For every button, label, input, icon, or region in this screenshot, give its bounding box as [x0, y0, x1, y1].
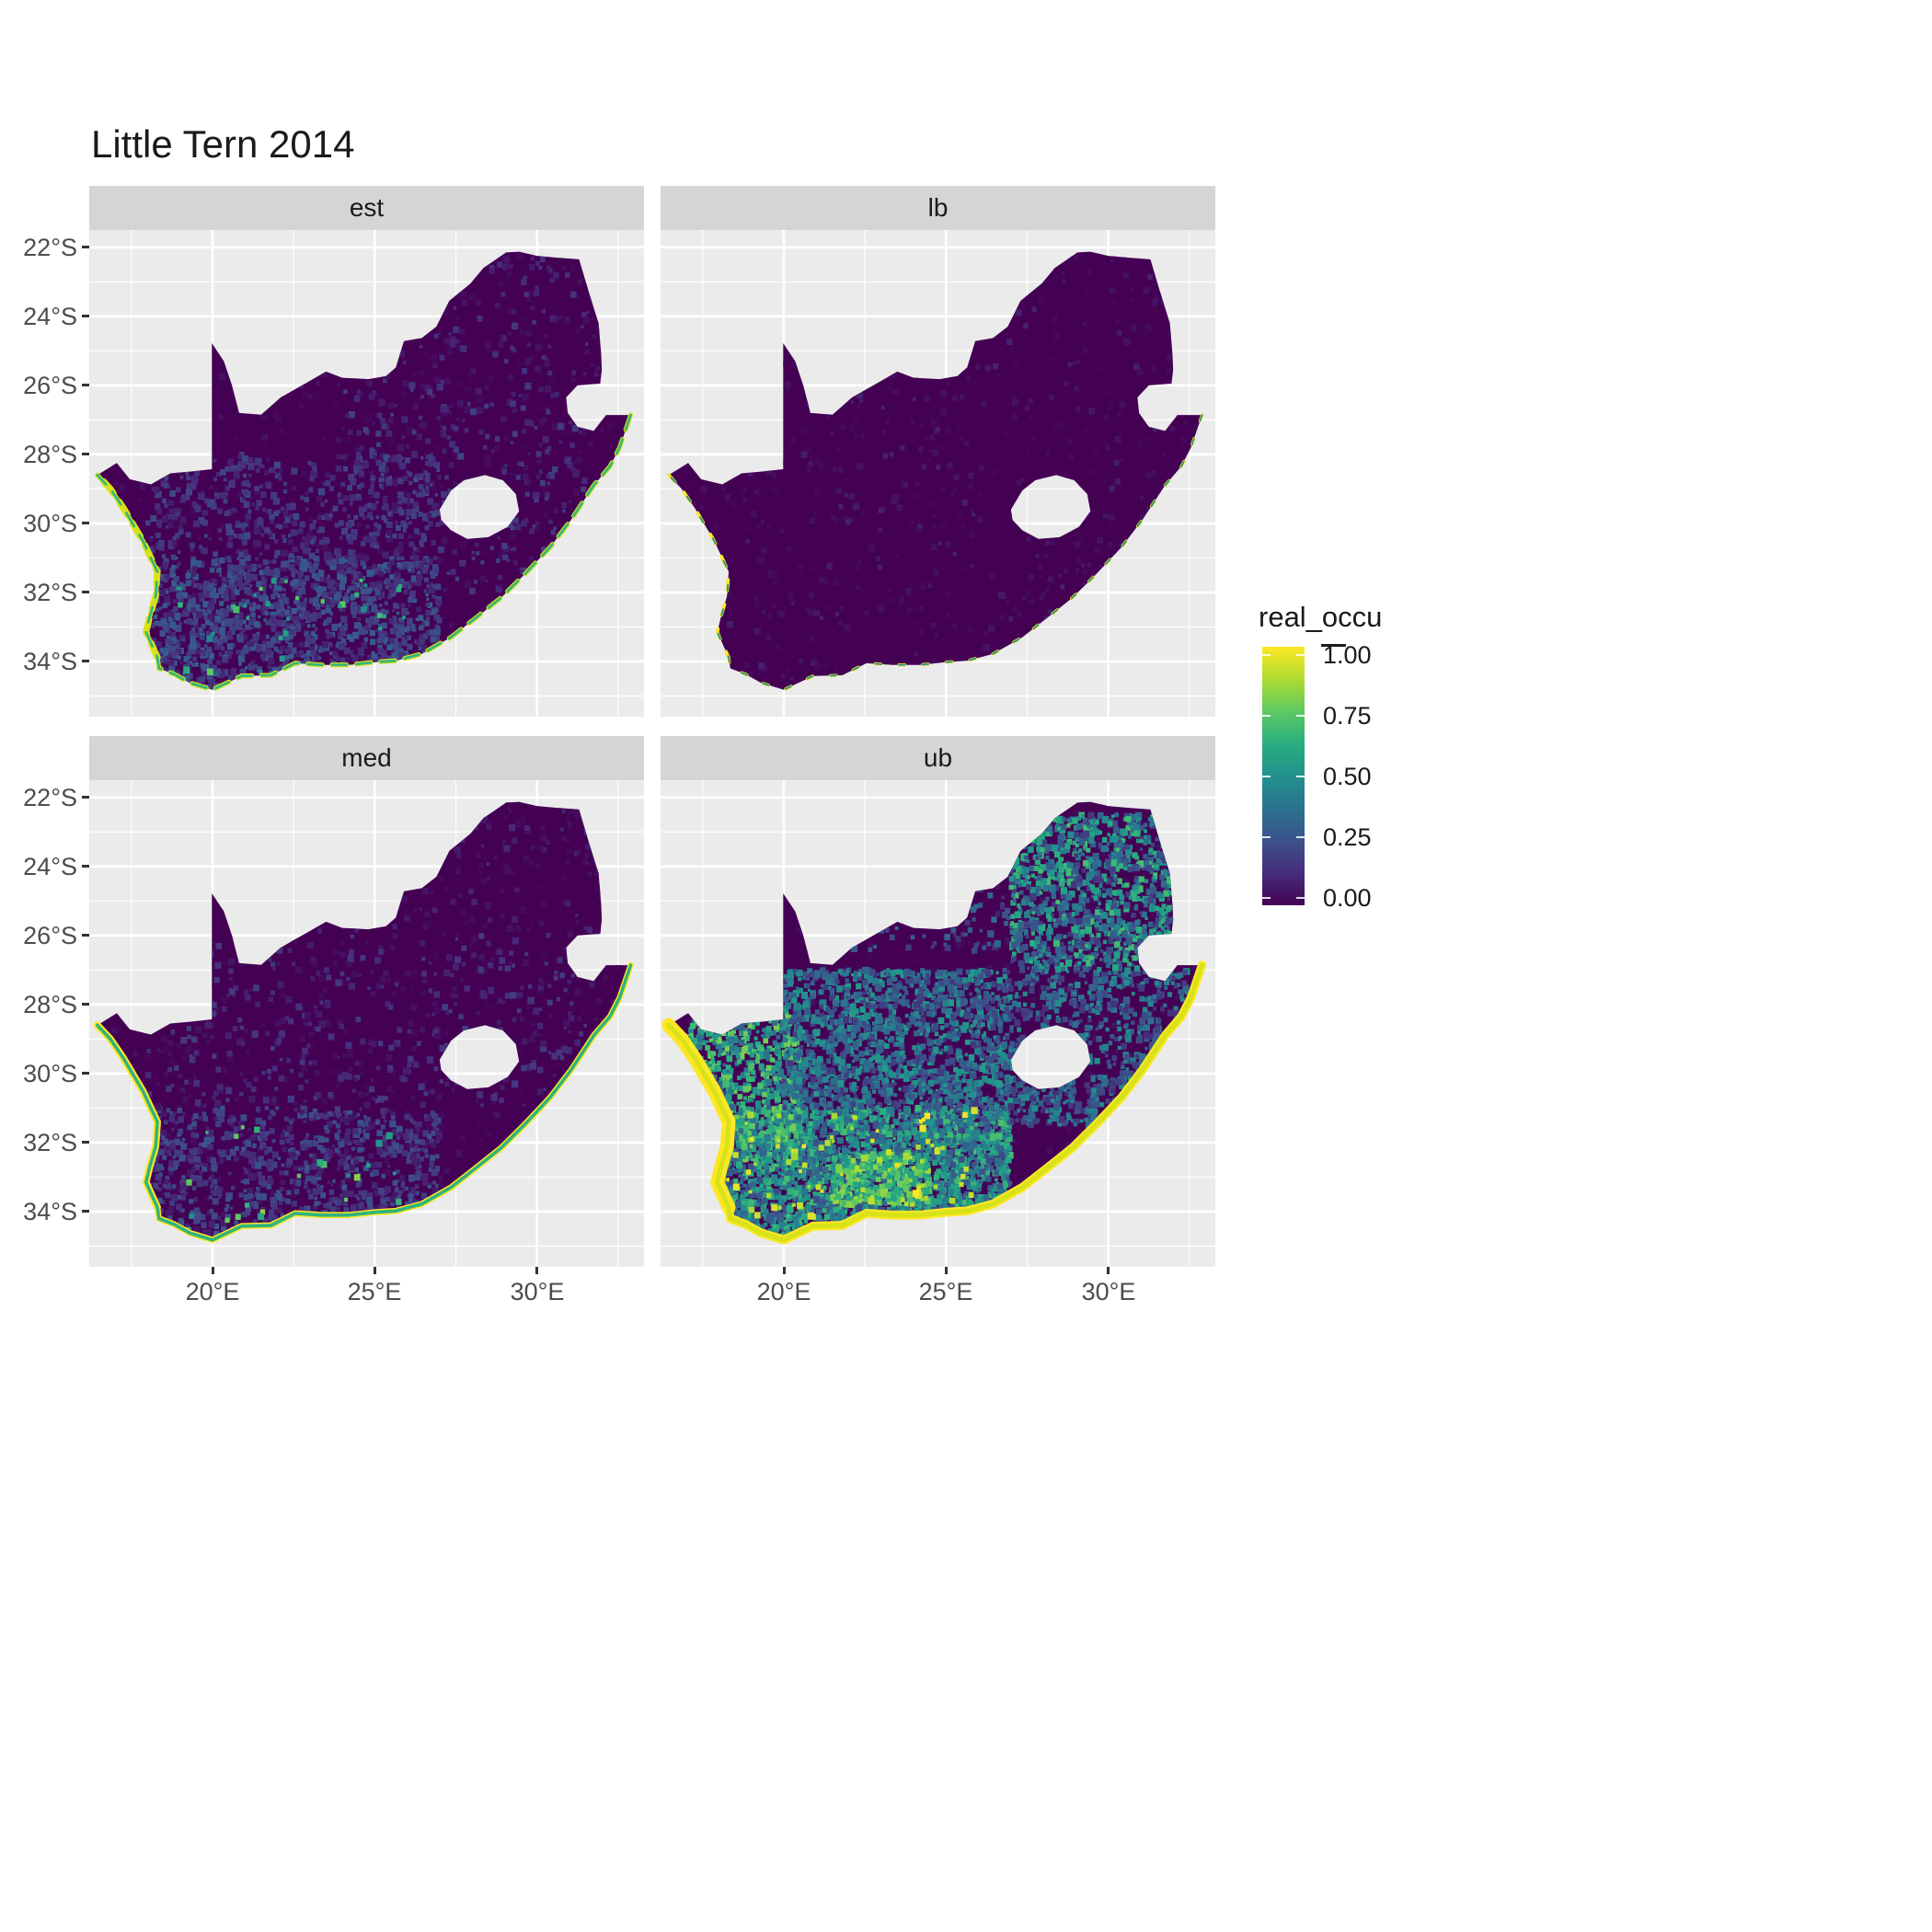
x-axis-tick-label: 30°E — [510, 1278, 565, 1305]
legend-title: real_occu — [1259, 601, 1383, 633]
x-axis-tick-mark — [783, 1267, 786, 1274]
legend-tick-mark — [1296, 715, 1305, 717]
y-axis-tick-mark — [82, 246, 89, 248]
legend-tick-label: 1.00 — [1323, 641, 1372, 669]
facet-label-lb: lb — [927, 193, 949, 222]
y-axis-tick-label: 28°S — [23, 441, 77, 468]
y-axis-tick-label: 22°S — [23, 234, 77, 261]
legend-tick-mark — [1262, 897, 1271, 899]
y-axis-tick-label: 32°S — [23, 579, 77, 606]
facet-label-med: med — [341, 743, 392, 772]
legend-tick-mark — [1262, 654, 1271, 656]
legend-tick-mark — [1262, 715, 1271, 717]
x-axis-tick-mark — [374, 1267, 376, 1274]
y-axis-tick-label: 30°S — [23, 510, 77, 537]
legend-tick-mark — [1296, 897, 1305, 899]
legend-tick-mark — [1296, 776, 1305, 777]
map-panel-lb — [661, 230, 1215, 717]
y-axis-tick-label: 26°S — [23, 922, 77, 949]
y-axis-tick-label: 28°S — [23, 991, 77, 1018]
y-axis-tick-mark — [82, 660, 89, 662]
legend-tick-label: 0.75 — [1323, 702, 1372, 730]
y-axis-tick-mark — [82, 591, 89, 593]
x-axis-tick-mark — [945, 1267, 948, 1274]
x-axis-tick-label: 25°E — [918, 1278, 973, 1305]
legend-tick-mark — [1296, 654, 1305, 656]
facet-strip-ub: ub — [661, 736, 1215, 780]
x-axis-tick-label: 20°E — [185, 1278, 240, 1305]
y-axis-tick-label: 32°S — [23, 1129, 77, 1156]
y-axis-tick-mark — [82, 865, 89, 868]
y-axis-tick-mark — [82, 522, 89, 524]
y-axis-tick-label: 24°S — [23, 303, 77, 330]
facet-strip-lb: lb — [661, 186, 1215, 230]
y-axis-tick-mark — [82, 453, 89, 455]
x-axis-tick-label: 20°E — [756, 1278, 811, 1305]
y-axis-tick-label: 26°S — [23, 372, 77, 399]
x-axis-tick-mark — [535, 1267, 538, 1274]
legend-tick-mark — [1262, 836, 1271, 838]
x-axis-tick-label: 25°E — [347, 1278, 402, 1305]
y-axis-tick-mark — [82, 796, 89, 799]
y-axis-tick-label: 34°S — [23, 648, 77, 675]
legend-tick-label: 0.50 — [1323, 763, 1372, 790]
map-panel-est — [89, 230, 644, 717]
facet-label-est: est — [349, 193, 385, 222]
chart-title: Little Tern 2014 — [91, 122, 355, 166]
y-axis-tick-label: 34°S — [23, 1198, 77, 1225]
y-axis-tick-mark — [82, 1210, 89, 1213]
facet-strip-est: est — [89, 186, 644, 230]
y-axis-tick-label: 30°S — [23, 1060, 77, 1087]
map-panel-med — [89, 780, 644, 1267]
legend-tick-mark — [1262, 776, 1271, 777]
y-axis-tick-mark — [82, 934, 89, 937]
legend-top-tick-mark — [1321, 644, 1346, 647]
legend-tick-label: 0.25 — [1323, 823, 1372, 851]
y-axis-tick-mark — [82, 1141, 89, 1144]
x-axis-tick-mark — [212, 1267, 214, 1274]
y-axis-tick-label: 22°S — [23, 784, 77, 811]
legend-tick-mark — [1296, 836, 1305, 838]
facet-strip-med: med — [89, 736, 644, 780]
x-axis-tick-label: 30°E — [1081, 1278, 1136, 1305]
y-axis-tick-mark — [82, 384, 89, 386]
map-panel-ub — [661, 780, 1215, 1267]
y-axis-tick-mark — [82, 1003, 89, 1006]
x-axis-tick-mark — [1107, 1267, 1110, 1274]
facet-label-ub: ub — [923, 743, 953, 772]
y-axis-tick-mark — [82, 1072, 89, 1075]
y-axis-tick-mark — [82, 315, 89, 317]
legend-tick-label: 0.00 — [1323, 884, 1372, 912]
y-axis-tick-label: 24°S — [23, 853, 77, 880]
